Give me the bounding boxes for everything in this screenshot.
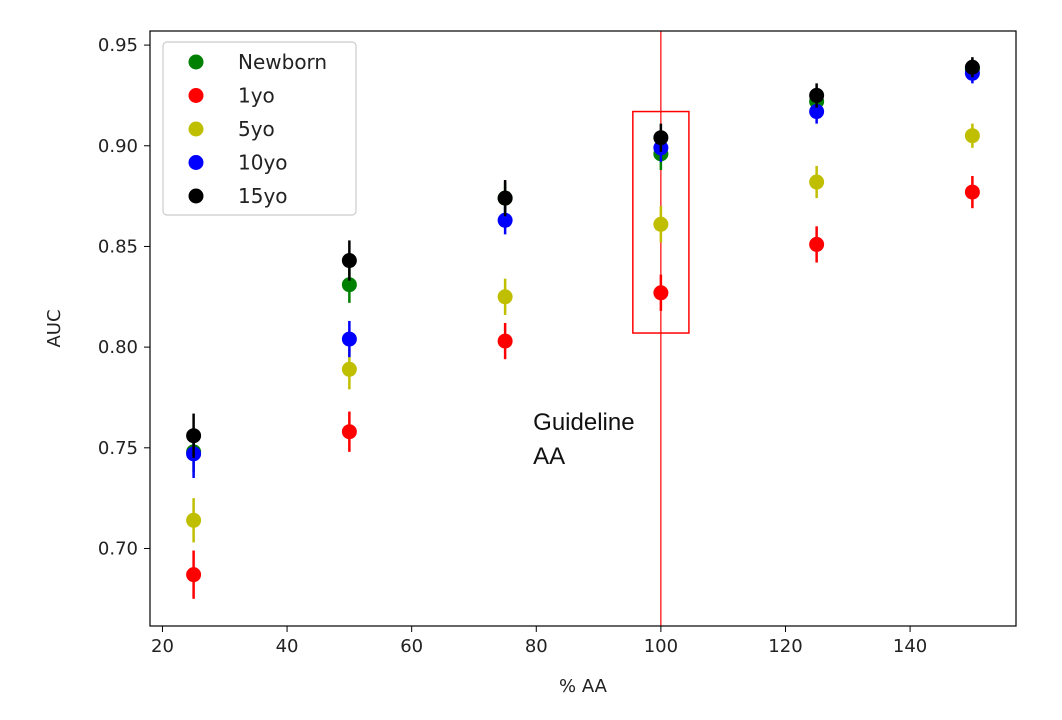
data-point-1yo <box>186 567 202 583</box>
y-tick-label: 0.95 <box>98 35 138 56</box>
y-axis-label: AUC <box>44 309 65 347</box>
data-point-10yo <box>809 104 825 120</box>
y-tick-label: 0.70 <box>98 538 138 559</box>
legend-label-5yo: 5yo <box>238 117 275 141</box>
data-point-15yo <box>809 87 825 103</box>
data-point-5yo <box>186 512 202 528</box>
data-point-5yo <box>964 128 980 144</box>
data-point-1yo <box>809 236 825 252</box>
x-tick-label: 60 <box>400 636 423 657</box>
legend: Newborn 1yo 5yo 10yo 15yo <box>162 41 357 216</box>
data-point-10yo <box>341 331 357 347</box>
x-tick-label: 120 <box>768 636 802 657</box>
x-axis-ticks: 20 40 60 80 100 120 140 <box>151 626 927 657</box>
data-points-layer <box>186 57 980 599</box>
y-tick-label: 0.85 <box>98 236 138 257</box>
y-tick-label: 0.90 <box>98 136 138 157</box>
y-tick-label: 0.75 <box>98 438 138 459</box>
legend-marker-5yo <box>188 121 204 137</box>
legend-marker-15yo <box>188 188 204 204</box>
legend-label-newborn: Newborn <box>238 50 327 74</box>
legend-marker-newborn <box>188 54 204 70</box>
x-tick-label: 20 <box>151 636 174 657</box>
legend-frame <box>162 41 357 216</box>
plot-area-frame <box>149 30 1017 627</box>
data-point-15yo <box>653 130 669 146</box>
x-tick-label: 100 <box>644 636 678 657</box>
data-point-newborn <box>341 277 357 293</box>
data-point-1yo <box>964 184 980 200</box>
data-point-15yo <box>964 59 980 75</box>
data-point-15yo <box>497 190 513 206</box>
legend-marker-10yo <box>188 155 204 170</box>
annotation-line-2: AA <box>533 443 565 470</box>
annotation-line-1: Guideline <box>533 409 634 436</box>
data-point-1yo <box>653 285 669 301</box>
legend-marker-1yo <box>188 88 204 103</box>
y-axis-ticks: 0.70 0.75 0.80 0.85 0.90 0.95 <box>98 35 150 559</box>
data-point-5yo <box>341 361 357 377</box>
guideline-annotation: Guideline AA <box>533 409 641 470</box>
x-tick-label: 80 <box>525 636 548 657</box>
legend-label-1yo: 1yo <box>238 84 275 108</box>
data-point-5yo <box>497 289 513 305</box>
legend-label-10yo: 10yo <box>238 151 288 175</box>
data-point-5yo <box>809 174 825 190</box>
x-axis-label: % AA <box>559 676 608 697</box>
legend-label-15yo: 15yo <box>238 184 288 208</box>
data-point-1yo <box>341 424 357 440</box>
y-tick-label: 0.80 <box>98 337 138 358</box>
data-point-15yo <box>341 253 357 269</box>
highlight-box <box>632 110 690 334</box>
highlight-box-layer <box>632 110 690 334</box>
data-point-15yo <box>186 428 202 444</box>
data-point-10yo <box>497 212 513 228</box>
x-tick-label: 140 <box>893 636 927 657</box>
x-tick-label: 40 <box>276 636 299 657</box>
data-point-1yo <box>497 333 513 349</box>
data-point-5yo <box>653 216 669 232</box>
